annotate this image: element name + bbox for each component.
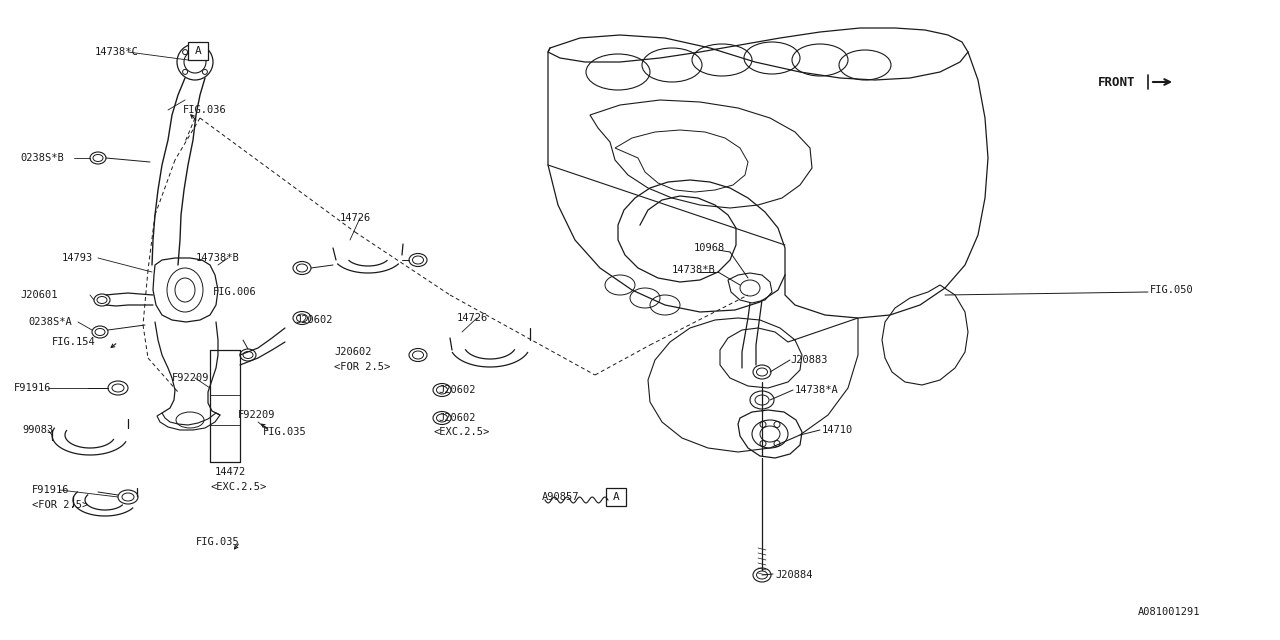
Text: 0238S*B: 0238S*B [20,153,64,163]
Text: 10968: 10968 [694,243,726,253]
Text: 0238S*A: 0238S*A [28,317,72,327]
Text: <EXC.2.5>: <EXC.2.5> [433,427,489,437]
Circle shape [202,69,207,74]
Text: J20601: J20601 [20,290,58,300]
Text: 14738*C: 14738*C [95,47,138,57]
Bar [188,42,209,60]
Bar [605,488,626,506]
Text: <EXC.2.5>: <EXC.2.5> [210,482,266,492]
Text: J20602: J20602 [294,315,333,325]
Text: F91916: F91916 [32,485,69,495]
Text: 14738*B: 14738*B [196,253,239,263]
Text: 14738*A: 14738*A [795,385,838,395]
Text: FIG.035: FIG.035 [196,537,239,547]
Text: A: A [195,46,201,56]
Text: <FOR 2.5>: <FOR 2.5> [334,362,390,372]
Text: 14726: 14726 [340,213,371,223]
Circle shape [202,50,207,54]
Text: FIG.006: FIG.006 [212,287,257,297]
Text: 14472: 14472 [215,467,246,477]
Text: J20602: J20602 [438,413,475,423]
Text: 14738*B: 14738*B [672,265,716,275]
Text: F92209: F92209 [238,410,275,420]
Text: FIG.035: FIG.035 [262,427,307,437]
Text: 14793: 14793 [61,253,93,263]
Circle shape [183,69,188,74]
Text: A90857: A90857 [541,492,580,502]
Text: F92209: F92209 [172,373,210,383]
Text: J20883: J20883 [790,355,827,365]
Circle shape [183,50,188,54]
Text: A: A [613,492,620,502]
Text: 14710: 14710 [822,425,854,435]
Text: <FOR 2.5>: <FOR 2.5> [32,500,88,510]
Text: 99083: 99083 [22,425,54,435]
Text: FIG.036: FIG.036 [183,105,227,115]
Text: A081001291: A081001291 [1138,607,1201,617]
Text: F91916: F91916 [14,383,51,393]
Text: FIG.154: FIG.154 [52,337,96,347]
Text: FRONT: FRONT [1098,76,1135,88]
Text: J20602: J20602 [334,347,371,357]
Text: J20884: J20884 [774,570,813,580]
Text: FIG.050: FIG.050 [1149,285,1194,295]
Text: J20602: J20602 [438,385,475,395]
Text: 14726: 14726 [457,313,488,323]
